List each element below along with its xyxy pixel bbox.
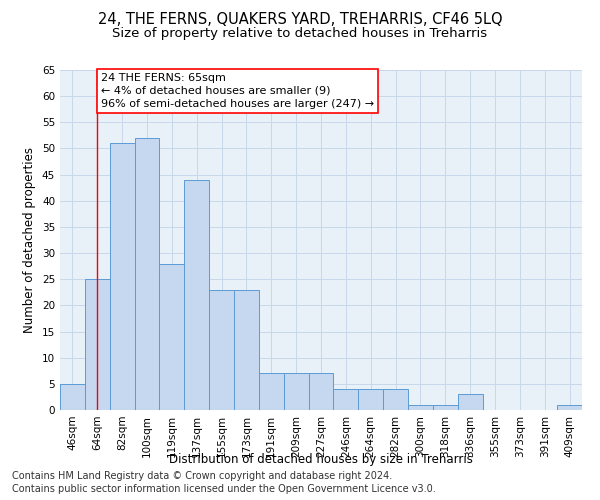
- Text: Size of property relative to detached houses in Treharris: Size of property relative to detached ho…: [112, 28, 488, 40]
- Bar: [308, 374, 334, 410]
- Bar: [85, 279, 110, 410]
- Bar: [209, 290, 234, 410]
- Text: Distribution of detached houses by size in Treharris: Distribution of detached houses by size …: [169, 452, 473, 466]
- Text: 24, THE FERNS, QUAKERS YARD, TREHARRIS, CF46 5LQ: 24, THE FERNS, QUAKERS YARD, TREHARRIS, …: [98, 12, 502, 28]
- Bar: [234, 290, 259, 410]
- Bar: [110, 143, 134, 410]
- Bar: [334, 389, 358, 410]
- Bar: [134, 138, 160, 410]
- Text: 24 THE FERNS: 65sqm
← 4% of detached houses are smaller (9)
96% of semi-detached: 24 THE FERNS: 65sqm ← 4% of detached hou…: [101, 72, 374, 109]
- Text: Contains public sector information licensed under the Open Government Licence v3: Contains public sector information licen…: [12, 484, 436, 494]
- Bar: [383, 389, 408, 410]
- Bar: [259, 374, 284, 410]
- Bar: [358, 389, 383, 410]
- Bar: [284, 374, 308, 410]
- Text: Contains HM Land Registry data © Crown copyright and database right 2024.: Contains HM Land Registry data © Crown c…: [12, 471, 392, 481]
- Y-axis label: Number of detached properties: Number of detached properties: [23, 147, 37, 333]
- Bar: [458, 394, 482, 410]
- Bar: [557, 405, 582, 410]
- Bar: [60, 384, 85, 410]
- Bar: [433, 405, 458, 410]
- Bar: [184, 180, 209, 410]
- Bar: [160, 264, 184, 410]
- Bar: [408, 405, 433, 410]
